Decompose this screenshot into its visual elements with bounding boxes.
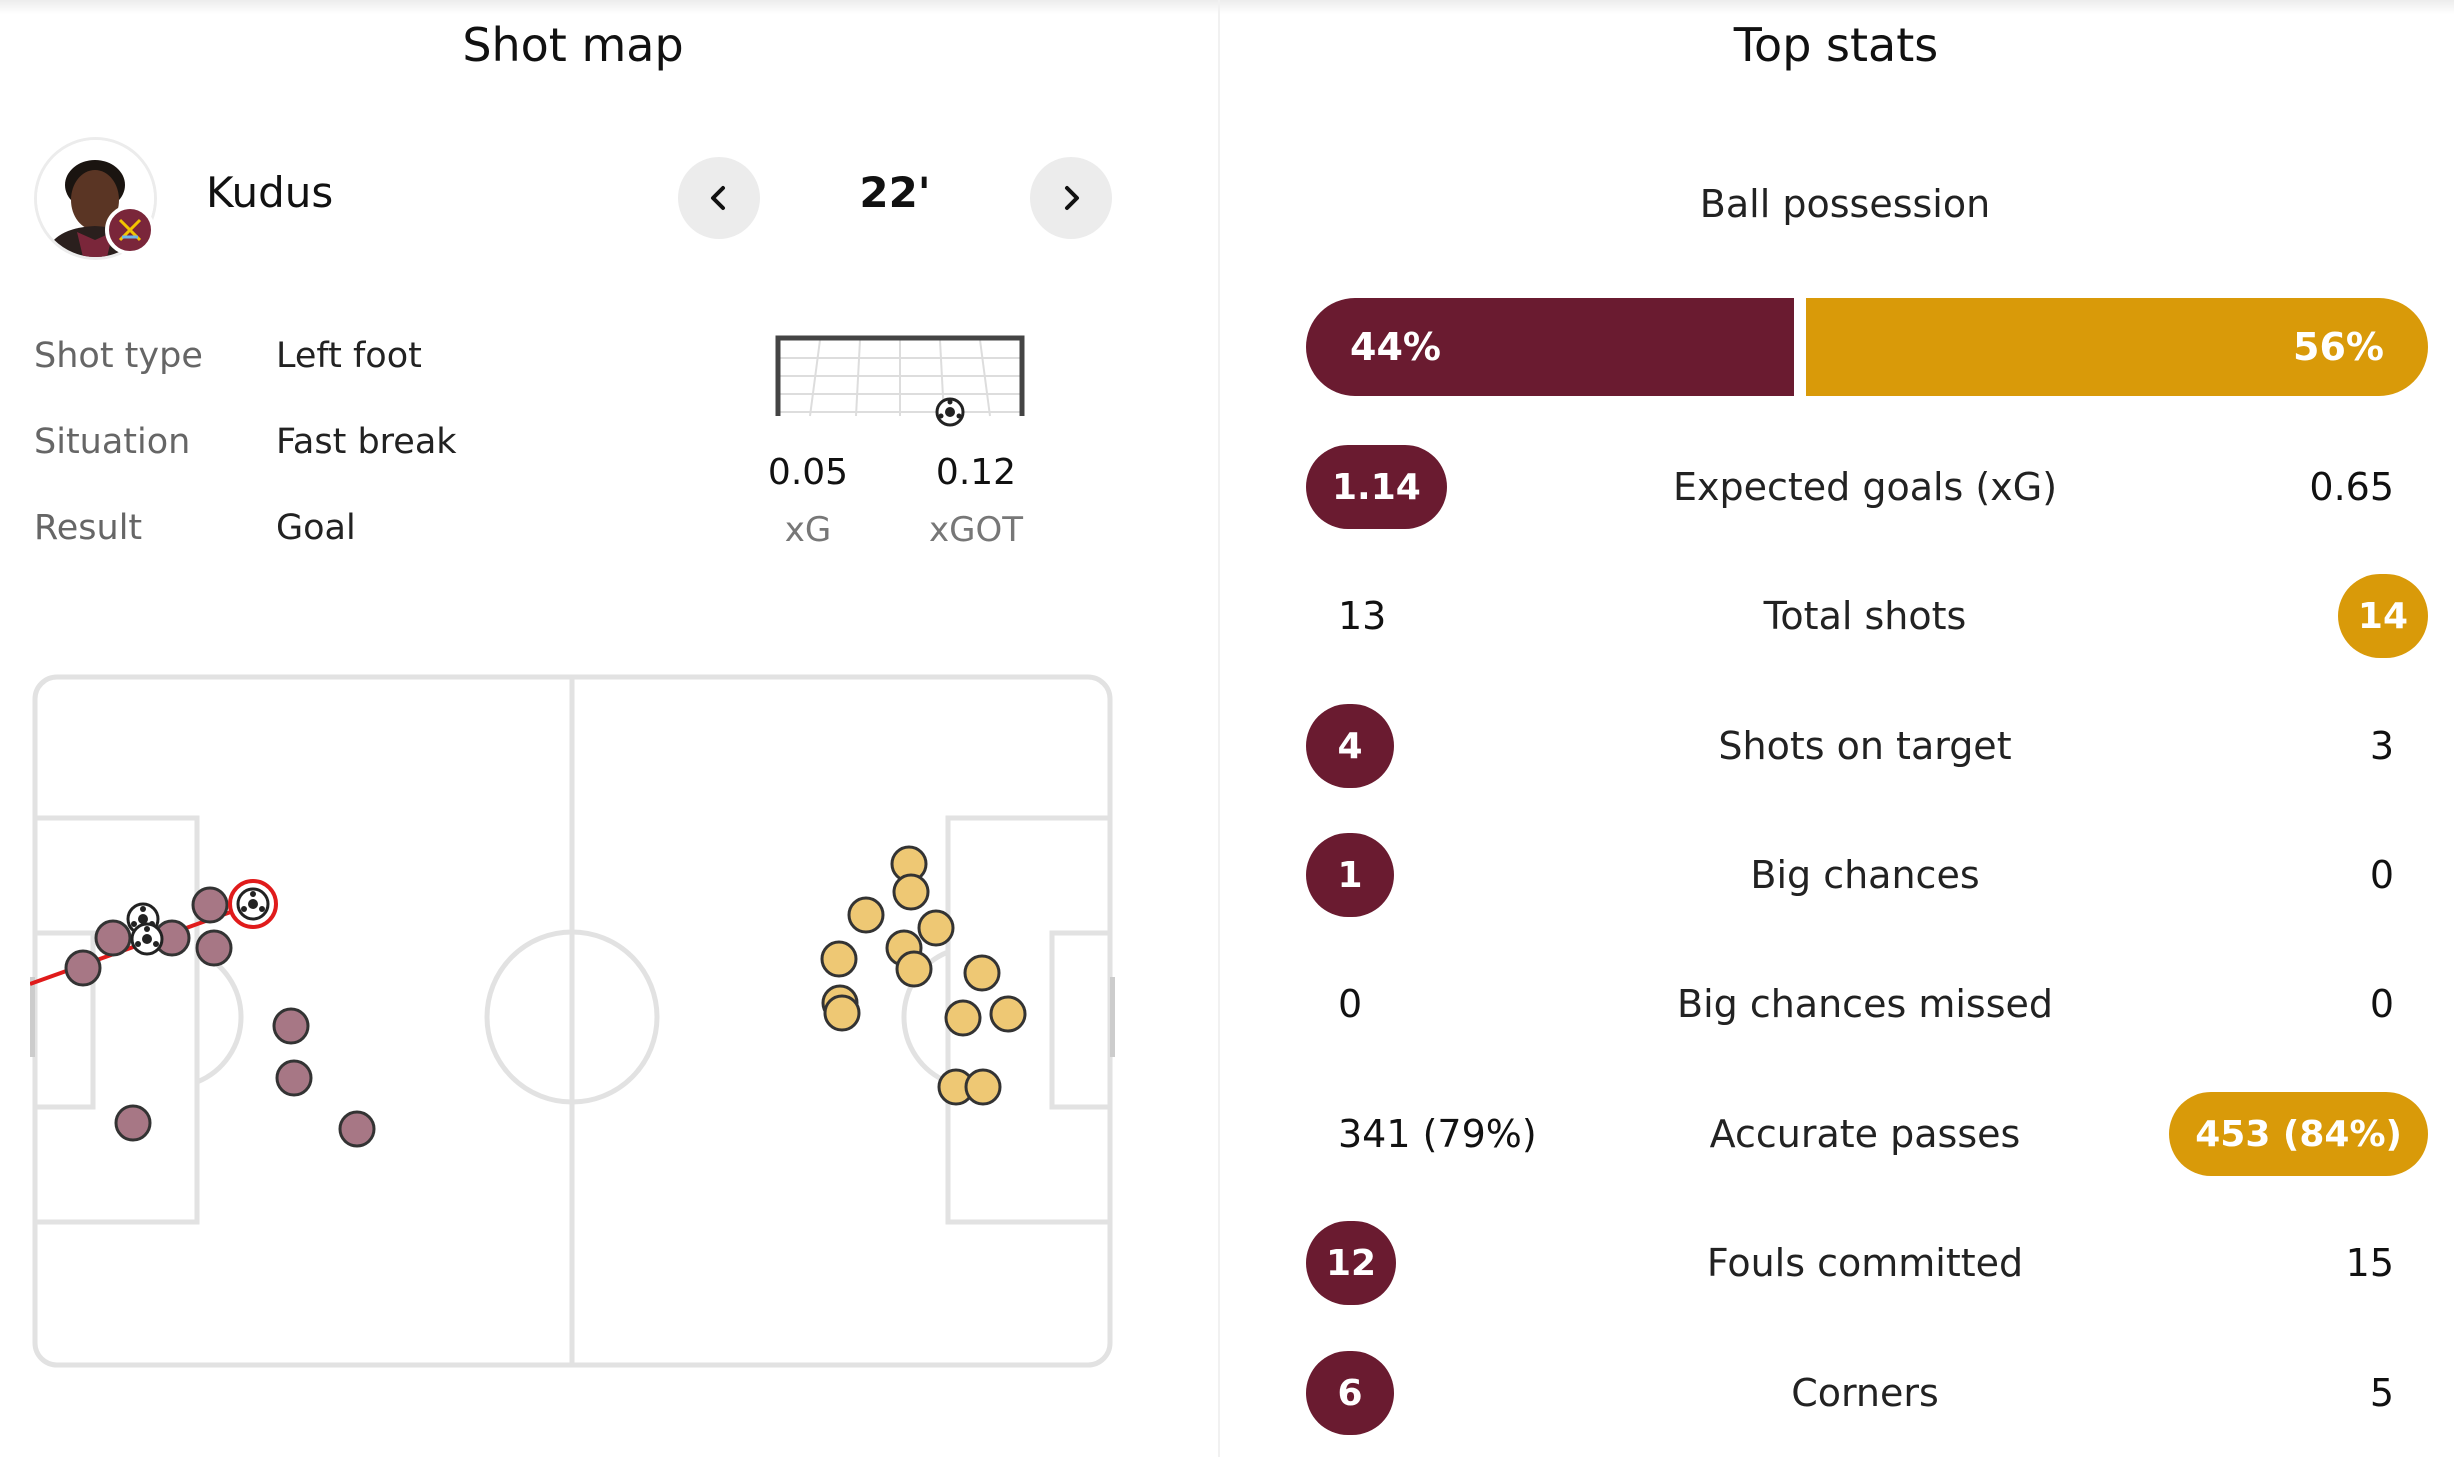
- possession-bar-home: 44%: [1306, 298, 1794, 396]
- panel-divider: [1218, 0, 1220, 1457]
- away-shot-marker[interactable]: [989, 995, 1027, 1033]
- stat-label: Total shots: [1763, 594, 1967, 638]
- player-name[interactable]: Kudus: [206, 168, 334, 217]
- chevron-left-icon: [711, 186, 725, 210]
- stat-away-value: 3: [2369, 724, 2394, 768]
- shot-type-value: Left foot: [276, 336, 422, 376]
- away-shot-marker[interactable]: [964, 1068, 1002, 1106]
- stat-away-value: 0: [2369, 982, 2394, 1026]
- shot-layer: [30, 845, 1027, 1148]
- previous-shot-button[interactable]: [678, 157, 760, 239]
- home-shot-marker[interactable]: [275, 1059, 313, 1097]
- xgot-value: 0.12: [935, 452, 1017, 493]
- stat-away-value: 5: [2369, 1371, 2394, 1415]
- chevron-right-icon: [1065, 186, 1079, 210]
- team-badge-icon: [105, 205, 155, 255]
- stat-home-value: 1.14: [1306, 445, 1447, 529]
- goal-ball-icon[interactable]: [130, 922, 164, 956]
- away-shot-marker[interactable]: [917, 909, 955, 947]
- home-shot-marker[interactable]: [94, 919, 132, 957]
- shot-minute: 22': [859, 168, 931, 217]
- possession-away-value: 56%: [2293, 325, 2384, 369]
- stat-away-value: 14: [2337, 574, 2428, 658]
- stat-label: Expected goals (xG): [1672, 465, 2058, 509]
- stat-away-value: 15: [2345, 1241, 2394, 1285]
- away-shot-marker[interactable]: [823, 994, 861, 1032]
- result-value: Goal: [276, 508, 356, 548]
- home-shot-marker[interactable]: [114, 1104, 152, 1142]
- stat-label: Accurate passes: [1709, 1112, 2021, 1156]
- stat-home-value: 12: [1306, 1221, 1397, 1305]
- stat-home-value: 1: [1306, 833, 1394, 917]
- situation-value: Fast break: [276, 422, 457, 462]
- shot-type-label: Shot type: [34, 336, 203, 376]
- stat-label: Big chances missed: [1677, 982, 2053, 1026]
- pitch-map: [30, 674, 1115, 1368]
- stat-away-value: 0: [2369, 853, 2394, 897]
- possession-bar-away: 56%: [1806, 298, 2428, 396]
- selected-goal-marker[interactable]: [228, 879, 278, 929]
- situation-label: Situation: [34, 422, 191, 462]
- stat-home-value: 341 (79%): [1338, 1112, 1537, 1156]
- possession-home-value: 44%: [1350, 325, 1441, 369]
- xg-label: xG: [784, 510, 832, 550]
- stat-home-value: 0: [1338, 982, 1363, 1026]
- home-shot-marker[interactable]: [272, 1007, 310, 1045]
- xg-value: 0.05: [767, 452, 849, 493]
- stat-label: Big chances: [1750, 853, 1980, 897]
- away-shot-marker[interactable]: [820, 940, 858, 978]
- stat-label: Fouls committed: [1706, 1241, 2024, 1285]
- away-shot-marker[interactable]: [892, 873, 930, 911]
- xgot-label: xGOT: [929, 510, 1023, 550]
- away-shot-marker[interactable]: [963, 954, 1001, 992]
- next-shot-button[interactable]: [1030, 157, 1112, 239]
- stat-home-value: 4: [1306, 704, 1394, 788]
- ball-possession-label: Ball possession: [1699, 182, 1991, 226]
- stat-home-value: 6: [1306, 1351, 1394, 1435]
- goal-frame-icon: [775, 335, 1025, 427]
- stat-away-value: 0.65: [2309, 465, 2394, 509]
- top-stats-title: Top stats: [1733, 18, 1939, 72]
- stat-home-value: 13: [1338, 594, 1387, 638]
- home-shot-marker[interactable]: [338, 1110, 376, 1148]
- stat-label: Corners: [1791, 1371, 1939, 1415]
- stat-label: Shots on target: [1718, 724, 2012, 768]
- home-shot-marker[interactable]: [64, 949, 102, 987]
- top-shade: [0, 0, 2454, 14]
- shot-map-title: Shot map: [462, 18, 684, 72]
- away-shot-marker[interactable]: [895, 950, 933, 988]
- home-shot-marker[interactable]: [195, 929, 233, 967]
- result-label: Result: [34, 508, 143, 548]
- home-shot-marker[interactable]: [191, 886, 229, 924]
- away-shot-marker[interactable]: [847, 896, 885, 934]
- stat-away-value: 453 (84%): [2169, 1092, 2428, 1176]
- ball-icon: [935, 397, 965, 427]
- away-shot-marker[interactable]: [944, 999, 982, 1037]
